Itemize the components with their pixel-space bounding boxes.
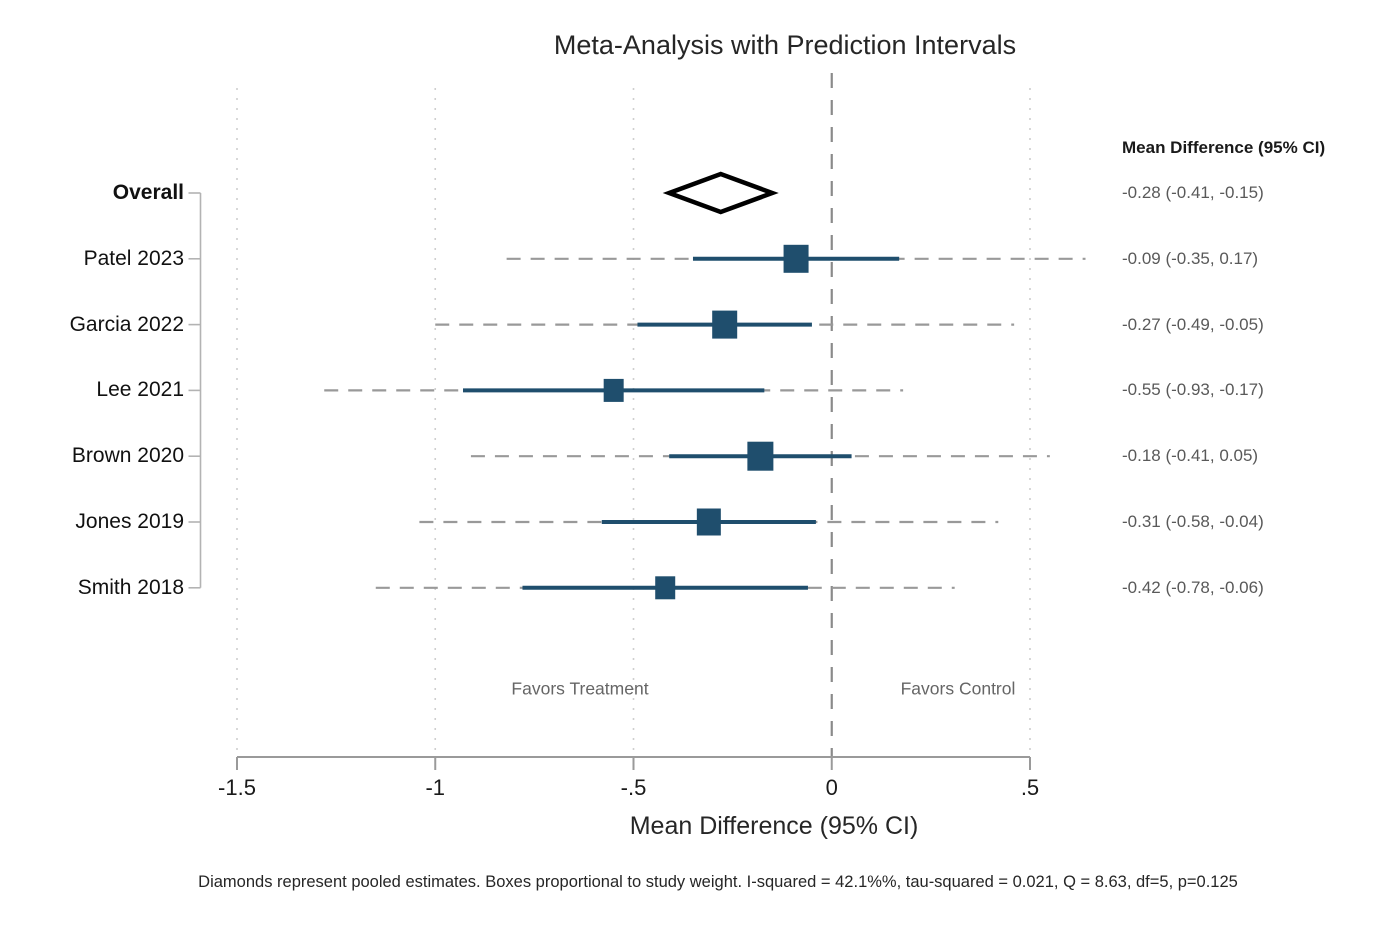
footnote: Diamonds represent pooled estimates. Box… xyxy=(198,873,1238,891)
favors-treatment-label: Favors Treatment xyxy=(511,678,649,699)
x-tick-label: -.5 xyxy=(620,775,647,800)
study-weight-box xyxy=(747,441,774,471)
study-weight-box xyxy=(696,508,721,536)
ci-value-text: -0.31 (-0.58, -0.04) xyxy=(1122,512,1264,531)
row-label: Jones 2019 xyxy=(75,510,184,533)
study-weight-box xyxy=(783,244,809,273)
row-label: Lee 2021 xyxy=(96,378,184,402)
ci-value-text: -0.55 (-0.93, -0.17) xyxy=(1122,380,1264,400)
ci-value-text: -0.42 (-0.78, -0.06) xyxy=(1122,577,1264,597)
study-weight-box xyxy=(603,378,624,402)
x-tick-label: -1 xyxy=(425,775,446,800)
row-label: Garcia 2022 xyxy=(69,312,184,336)
ci-value-text: -0.27 (-0.49, -0.05) xyxy=(1122,314,1264,334)
study-weight-box xyxy=(655,576,676,600)
favors-control-label: Favors Control xyxy=(900,678,1016,699)
study-weight-box xyxy=(712,310,738,339)
x-tick-label: -1.5 xyxy=(218,775,256,800)
pooled-estimate-diamond xyxy=(662,171,779,215)
x-tick-label: 0 xyxy=(825,775,838,800)
row-label: Brown 2020 xyxy=(71,444,184,468)
ci-value-text: -0.09 (-0.35, 0.17) xyxy=(1122,248,1259,268)
x-tick-label: .5 xyxy=(1020,775,1040,800)
ci-value-text: -0.18 (-0.41, 0.05) xyxy=(1122,446,1259,466)
ci-column-header: Mean Difference (95% CI) xyxy=(1122,138,1326,157)
row-label: Smith 2018 xyxy=(77,575,184,599)
row-label: Overall xyxy=(112,181,184,204)
chart-title: Meta-Analysis with Prediction Intervals xyxy=(553,30,1017,60)
ci-value-text: -0.28 (-0.41, -0.15) xyxy=(1122,183,1264,202)
row-label: Patel 2023 xyxy=(83,246,184,270)
x-axis-label: Mean Difference (95% CI) xyxy=(629,812,919,840)
